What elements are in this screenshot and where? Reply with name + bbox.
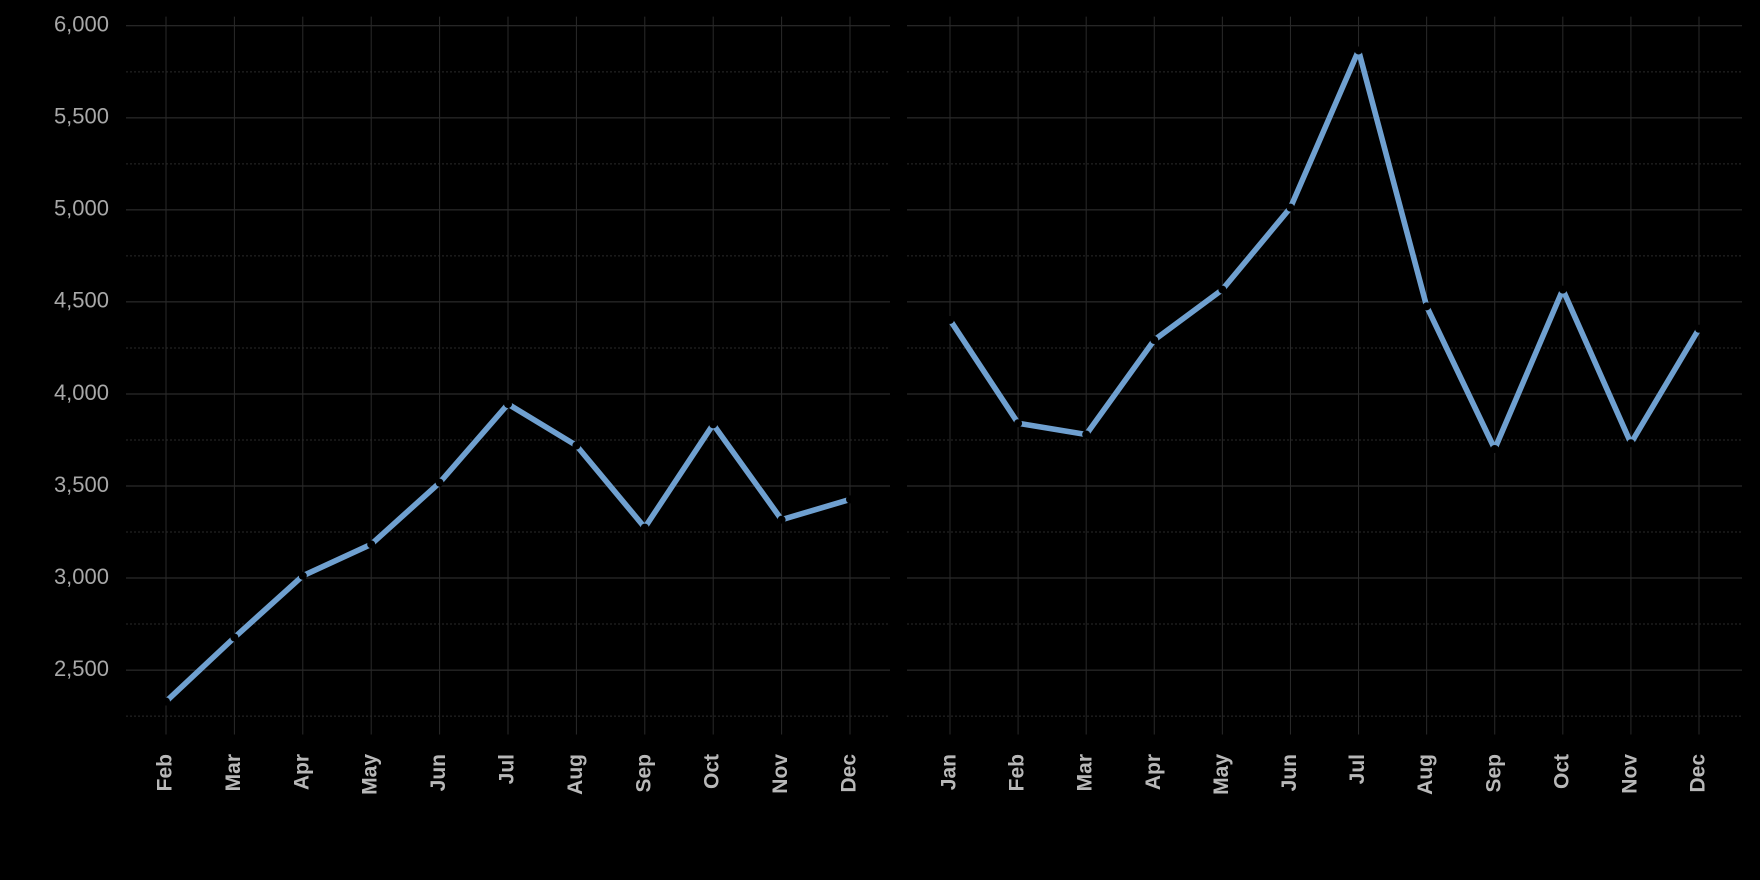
x-tick-label: Apr <box>1142 754 1165 790</box>
data-point <box>1218 285 1227 294</box>
x-tick-label: Feb <box>154 754 177 791</box>
x-tick-label: Jul <box>1346 754 1369 784</box>
data-point <box>1354 46 1363 55</box>
data-point <box>1082 430 1091 439</box>
x-tick-label: Aug <box>564 754 587 795</box>
data-point <box>1286 203 1295 212</box>
y-tick-label: 3,500 <box>54 472 109 497</box>
y-tick-label: 4,000 <box>54 380 109 405</box>
x-tick-label: Sep <box>632 754 655 793</box>
x-tick-label: Nov <box>769 754 792 794</box>
data-line <box>947 47 1702 452</box>
x-tick-label: Apr <box>290 754 313 790</box>
y-tick-label: 6,000 <box>54 12 109 37</box>
data-point <box>162 697 170 706</box>
data-point <box>946 315 954 324</box>
x-tick-label: Feb <box>1006 754 1029 791</box>
x-tick-label: Jan <box>938 754 961 790</box>
y-tick-label: 5,500 <box>54 104 109 129</box>
data-point <box>1150 336 1159 345</box>
data-point <box>1695 324 1703 333</box>
y-tick-label: 2,500 <box>54 656 109 681</box>
x-tick-label: Dec <box>1687 754 1710 793</box>
x-tick-label: Nov <box>1618 754 1641 794</box>
data-point <box>1558 285 1567 294</box>
data-point <box>1490 444 1499 453</box>
data-point <box>367 540 376 549</box>
data-point <box>1422 302 1431 311</box>
y-tick-label: 5,000 <box>54 196 109 221</box>
data-point <box>846 495 854 504</box>
data-point <box>230 633 239 642</box>
data-point <box>709 420 718 429</box>
x-tick-label: May <box>1210 754 1233 795</box>
x-tick-label: May <box>359 754 382 795</box>
data-point <box>1626 439 1635 448</box>
data-point <box>504 400 512 409</box>
x-tick-label: Oct <box>701 754 724 789</box>
data-point <box>298 571 307 580</box>
y-tick-label: 4,500 <box>54 288 109 313</box>
data-point <box>572 441 581 450</box>
data-point <box>1014 419 1023 428</box>
data-point <box>640 523 649 532</box>
x-tick-label: Mar <box>1074 754 1097 791</box>
x-tick-label: Jun <box>1278 754 1301 791</box>
y-tick-label: 3,000 <box>54 564 109 589</box>
data-point <box>777 515 786 524</box>
x-tick-label: Oct <box>1550 754 1573 789</box>
x-tick-label: Mar <box>222 754 245 791</box>
x-tick-label: Sep <box>1482 754 1505 793</box>
x-tick-label: Aug <box>1414 754 1437 795</box>
x-tick-label: Jul <box>496 754 519 784</box>
data-point <box>435 478 444 487</box>
x-tick-label: Dec <box>838 754 861 793</box>
x-tick-label: Jun <box>427 754 450 791</box>
